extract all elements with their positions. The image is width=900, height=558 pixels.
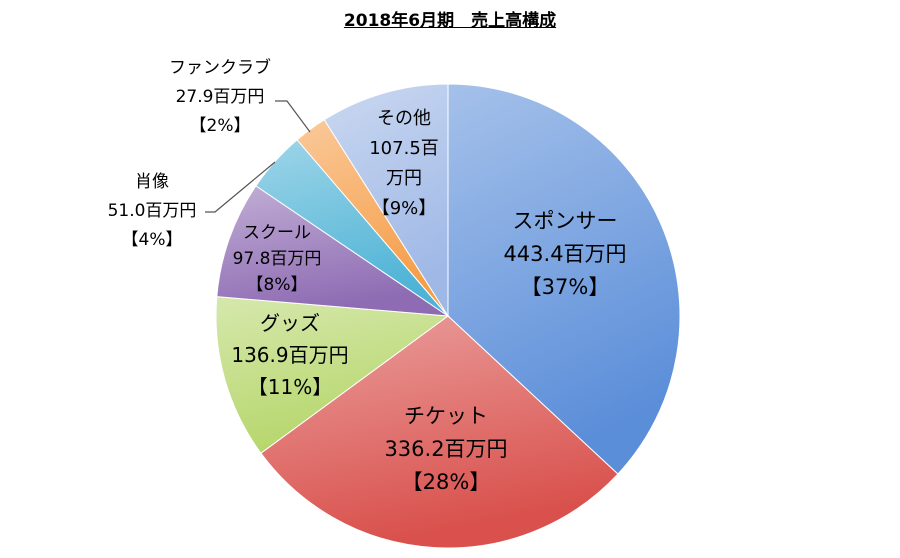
slice-5-percent-label: 【2%】 — [190, 116, 251, 136]
slice-3-wedge — [216, 185, 450, 317]
slice-1-value-label: 336.2百万円 — [384, 437, 507, 461]
slice-3-value-label: 97.8百万円 — [233, 249, 322, 269]
slice-6-name-label: その他 — [377, 108, 431, 129]
slice-6-value-line-2-label: 万円 — [386, 168, 422, 189]
slice-3-name-label: スクール — [243, 223, 311, 243]
slice-0-value-label: 443.4百万円 — [503, 242, 626, 266]
slice-2-wedge — [215, 296, 450, 454]
slice-2-percent-label: 【11%】 — [248, 375, 332, 399]
slice-4-name-label: 肖像 — [135, 172, 169, 192]
slice-1-percent-label: 【28%】 — [402, 470, 491, 494]
slice-4-percent-label: 【4%】 — [122, 230, 183, 250]
slice-0-wedge — [447, 83, 681, 475]
slice-0-percent-label: 【37%】 — [521, 275, 610, 299]
chart-title: 2018年6月期 売上高構成 — [343, 11, 557, 31]
slice-6-wedge — [323, 83, 449, 318]
slice-3-percent-label: 【8%】 — [247, 275, 308, 295]
slice-4-leader-line — [205, 161, 276, 213]
slice-2-value-label: 136.9百万円 — [231, 343, 348, 367]
slice-1-name-label: チケット — [404, 404, 488, 428]
slice-5-name-label: ファンクラブ — [169, 57, 271, 78]
slice-6-value-line-1-label: 107.5百 — [369, 138, 439, 159]
slice-5-value-label: 27.9百万円 — [176, 87, 265, 107]
slice-0-name-label: スポンサー — [513, 209, 618, 233]
slice-4-value-label: 51.0百万円 — [108, 201, 197, 221]
slice-2-name-label: グッズ — [260, 311, 320, 335]
slice-1-wedge — [260, 315, 619, 549]
slice-6-percent-label: 【9%】 — [372, 198, 437, 219]
slice-5-leader-line — [275, 100, 311, 133]
